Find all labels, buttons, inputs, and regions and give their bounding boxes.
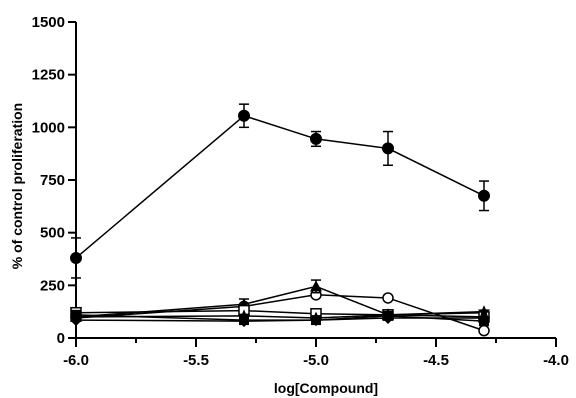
y-axis-title: % of control proliferation bbox=[9, 103, 25, 269]
x-tick-label: -5.0 bbox=[303, 352, 329, 369]
data-point bbox=[382, 142, 394, 155]
y-tick-label: 250 bbox=[40, 277, 65, 294]
x-tick-label: -4.0 bbox=[543, 352, 569, 369]
x-axis-title: log[Compound] bbox=[274, 380, 378, 396]
data-point bbox=[477, 305, 491, 317]
y-tick-label: 1500 bbox=[32, 14, 65, 31]
series-layer bbox=[69, 103, 491, 337]
axes: 0 250 500 750 1000 1250 1500 -6.0 -5.5 -5.0 -4.5 -4… bbox=[32, 14, 569, 369]
x-tick-label: -5.5 bbox=[183, 352, 209, 369]
x-tick-label: -6.0 bbox=[63, 352, 89, 369]
data-point bbox=[69, 310, 83, 323]
x-tick-label: -4.5 bbox=[423, 352, 449, 369]
data-point bbox=[237, 309, 251, 322]
data-point bbox=[478, 324, 490, 337]
series-filled-circle bbox=[70, 103, 490, 279]
data-point bbox=[310, 132, 322, 145]
y-tick-label: 500 bbox=[40, 225, 65, 242]
data-point bbox=[382, 292, 394, 304]
data-point bbox=[310, 280, 322, 292]
data-point bbox=[381, 308, 395, 321]
y-tick-label: 1000 bbox=[32, 119, 65, 136]
y-tick-label: 1250 bbox=[32, 67, 65, 84]
data-point bbox=[478, 189, 490, 202]
data-point bbox=[70, 251, 82, 264]
data-point bbox=[238, 109, 250, 122]
y-tick-label: 0 bbox=[57, 330, 65, 347]
series-line bbox=[75, 114, 485, 259]
y-tick-label: 750 bbox=[40, 172, 65, 189]
data-point bbox=[309, 311, 323, 324]
series-filled-star bbox=[69, 305, 491, 324]
